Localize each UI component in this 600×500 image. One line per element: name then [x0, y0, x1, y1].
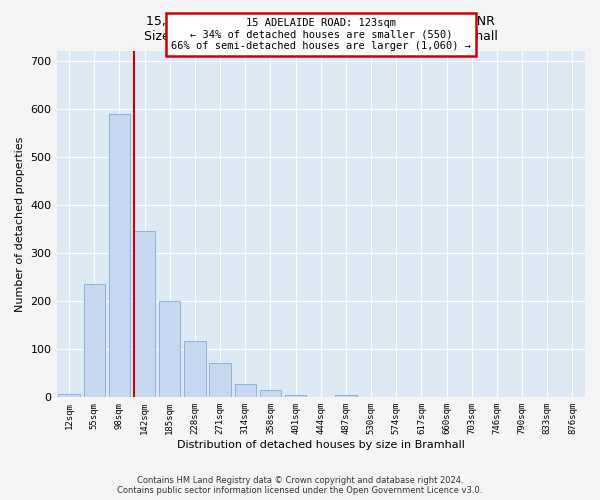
- Bar: [58, 394, 80, 398]
- Bar: [159, 301, 181, 398]
- Bar: [134, 232, 155, 398]
- Bar: [235, 384, 256, 398]
- Text: Contains HM Land Registry data © Crown copyright and database right 2024.
Contai: Contains HM Land Registry data © Crown c…: [118, 476, 482, 495]
- Bar: [83, 284, 105, 398]
- X-axis label: Distribution of detached houses by size in Bramhall: Distribution of detached houses by size …: [177, 440, 465, 450]
- Bar: [260, 390, 281, 398]
- Bar: [109, 114, 130, 398]
- Bar: [335, 395, 356, 398]
- Y-axis label: Number of detached properties: Number of detached properties: [15, 136, 25, 312]
- Title: 15, ADELAIDE ROAD, BRAMHALL, STOCKPORT, SK7 1NR
Size of property relative to det: 15, ADELAIDE ROAD, BRAMHALL, STOCKPORT, …: [144, 15, 498, 43]
- Bar: [209, 362, 231, 398]
- Text: 15 ADELAIDE ROAD: 123sqm
← 34% of detached houses are smaller (550)
66% of semi-: 15 ADELAIDE ROAD: 123sqm ← 34% of detach…: [171, 18, 471, 51]
- Bar: [285, 395, 307, 398]
- Bar: [184, 341, 206, 398]
